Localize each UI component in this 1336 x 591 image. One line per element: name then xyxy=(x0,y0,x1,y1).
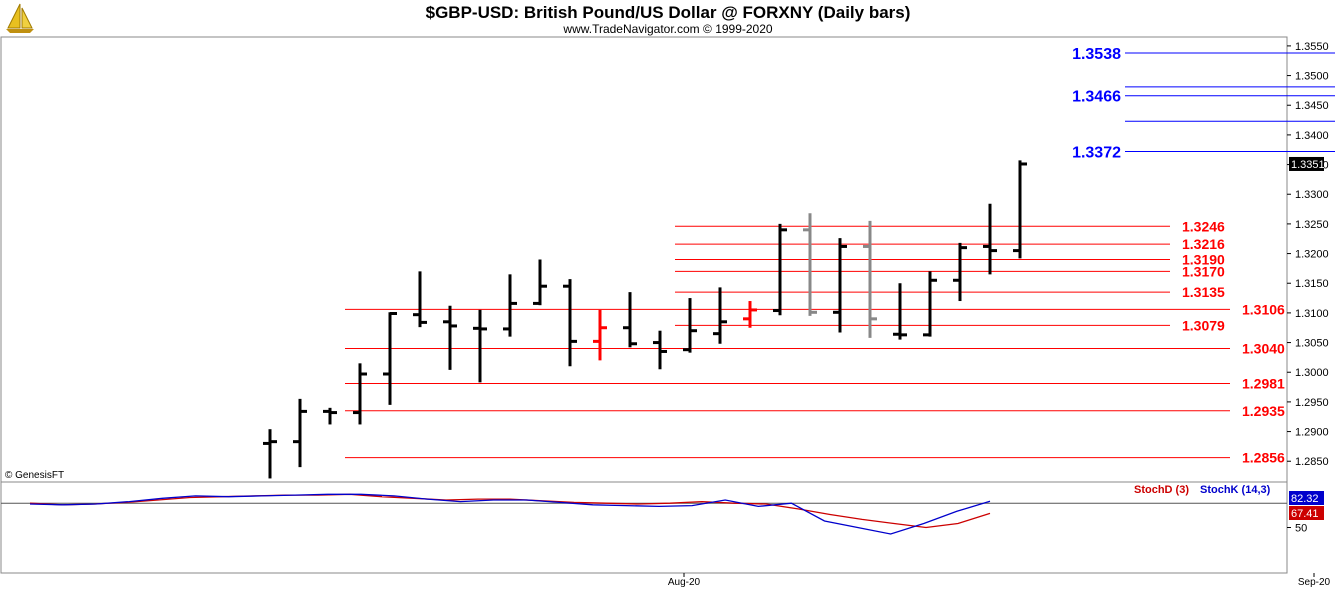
stochK-line xyxy=(29,493,991,535)
last-price-badge: 1.3351 xyxy=(1289,156,1325,171)
y-tick-label: 1.3500 xyxy=(1295,71,1329,83)
y-tick-label: 1.3300 xyxy=(1295,189,1329,201)
level-label: 1.3538 xyxy=(1072,46,1121,63)
y-tick-label: 1.3100 xyxy=(1295,308,1329,320)
x-tick-label: Aug-20 xyxy=(668,577,701,588)
level-label: 1.3170 xyxy=(1182,263,1225,279)
price-bars xyxy=(263,160,1027,479)
y-tick-label: 1.3200 xyxy=(1295,249,1329,261)
y-tick-label: 1.3150 xyxy=(1295,278,1329,290)
y-tick-label: 1.3450 xyxy=(1295,100,1329,112)
level-label: 1.3040 xyxy=(1242,341,1285,357)
x-tick-label: Sep-20 xyxy=(1298,577,1331,588)
level-label: 1.3079 xyxy=(1182,317,1225,333)
price-axis: 1.35501.35001.34501.34001.33501.33001.32… xyxy=(1287,41,1329,468)
y-tick-label: 1.2950 xyxy=(1295,397,1329,409)
stochastic-panel: 50 xyxy=(1,493,1307,535)
watermark: © GenesisFT xyxy=(5,470,64,481)
y-tick-label: 1.2850 xyxy=(1295,456,1329,468)
y-tick-label: 1.3000 xyxy=(1295,367,1329,379)
chart-title: $GBP-USD: British Pound/US Dollar @ FORX… xyxy=(426,3,911,22)
y-tick-label: 1.3400 xyxy=(1295,130,1329,142)
level-label: 1.2856 xyxy=(1242,450,1285,466)
stochK-last-label: 82.32 xyxy=(1291,493,1319,505)
chart-subtitle: www.TradeNavigator.com © 1999-2020 xyxy=(562,22,772,36)
level-label: 1.3216 xyxy=(1182,236,1225,252)
level-label: 1.3190 xyxy=(1182,252,1225,268)
level-label: 1.3246 xyxy=(1182,218,1225,234)
stochK-last-badge: 82.32 xyxy=(1289,491,1324,505)
last-price-label: 1.3351 xyxy=(1291,159,1325,171)
y-tick-label: 1.2900 xyxy=(1295,427,1329,439)
level-label: 1.3135 xyxy=(1182,284,1225,300)
y-tick-label: 1.3250 xyxy=(1295,219,1329,231)
x-axis: Aug-20 Sep-20 xyxy=(668,573,1331,588)
stochK-legend: StochK (14,3) xyxy=(1200,484,1271,496)
sailboat-logo-icon xyxy=(6,3,34,33)
level-label: 1.3466 xyxy=(1072,89,1121,106)
stoch-tick-label: 50 xyxy=(1295,523,1307,535)
level-label: 1.3106 xyxy=(1242,301,1285,317)
level-label: 1.2981 xyxy=(1242,376,1285,392)
level-label: 1.3372 xyxy=(1072,145,1121,162)
stochD-line xyxy=(29,493,991,529)
stochD-legend: StochD (3) xyxy=(1134,484,1189,496)
y-tick-label: 1.3550 xyxy=(1295,41,1329,53)
level-label: 1.2935 xyxy=(1242,403,1285,419)
stochD-last-badge: 67.41 xyxy=(1289,506,1324,520)
y-tick-label: 1.3050 xyxy=(1295,338,1329,350)
price-levels: 1.35381.34811.34661.34231.33721.32461.32… xyxy=(345,46,1335,466)
stochD-last-label: 67.41 xyxy=(1291,508,1319,520)
